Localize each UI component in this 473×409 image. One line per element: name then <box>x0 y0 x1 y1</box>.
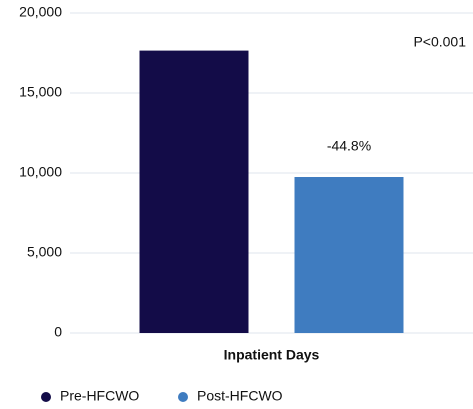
legend-label: Pre-HFCWO <box>60 388 139 404</box>
y-tick-label: 15,000 <box>19 84 62 100</box>
legend-swatch <box>41 392 51 402</box>
annotation: P<0.001 <box>413 34 466 50</box>
legend-label: Post-HFCWO <box>197 388 283 404</box>
y-tick-label: 20,000 <box>19 4 62 20</box>
bar <box>139 50 249 333</box>
y-tick-label: 10,000 <box>19 164 62 180</box>
y-tick-label: 0 <box>54 324 62 340</box>
y-tick-label: 5,000 <box>27 244 62 260</box>
x-tick-label: Inpatient Days <box>224 347 320 363</box>
legend-swatch <box>178 392 188 402</box>
annotation: -44.8% <box>327 138 371 154</box>
bar <box>294 177 404 333</box>
